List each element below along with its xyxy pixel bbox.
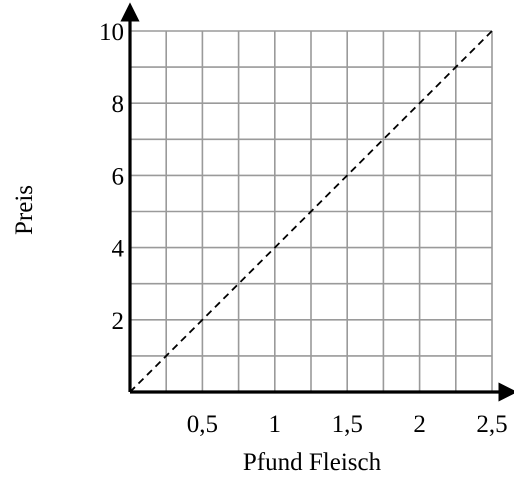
y-tick-labels: 2 4 6 8 10 bbox=[99, 19, 125, 335]
y-axis-label: Preis bbox=[11, 185, 38, 235]
grid bbox=[130, 30, 493, 392]
x-tick-labels: 0,5 1 1,5 2 2,5 bbox=[187, 411, 508, 438]
x-tick-label: 0,5 bbox=[187, 411, 218, 438]
y-tick-label: 10 bbox=[99, 19, 124, 46]
x-axis-label: Pfund Fleisch bbox=[243, 449, 382, 476]
x-tick-label: 2 bbox=[413, 411, 426, 438]
series-line-0 bbox=[129, 30, 493, 393]
x-tick-label: 1,5 bbox=[332, 411, 363, 438]
y-tick-label: 8 bbox=[112, 91, 125, 118]
x-tick-label: 2,5 bbox=[476, 411, 507, 438]
y-tick-label: 2 bbox=[112, 308, 125, 335]
y-tick-label: 4 bbox=[112, 236, 125, 263]
x-tick-label: 1 bbox=[269, 411, 282, 438]
series-layer bbox=[129, 30, 493, 393]
y-tick-label: 6 bbox=[112, 163, 125, 190]
